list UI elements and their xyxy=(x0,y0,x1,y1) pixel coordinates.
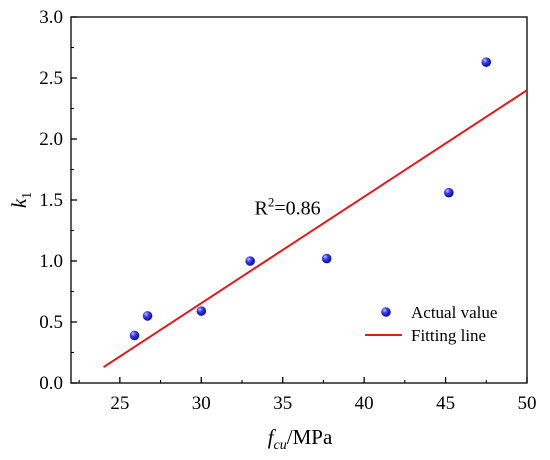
y-tick-label: 2.5 xyxy=(39,68,63,89)
x-tick-label: 35 xyxy=(273,393,292,414)
annotation-sup: 2 xyxy=(268,195,275,210)
fitting-line xyxy=(103,89,528,368)
data-point xyxy=(481,57,492,67)
y-axis-title-main: k xyxy=(7,198,31,208)
y-axis-title: k1 xyxy=(7,192,35,208)
data-point xyxy=(245,256,255,266)
legend: Actual value Fitting line xyxy=(365,303,497,345)
legend-marker-actual xyxy=(381,307,391,317)
y-tick-label: 2.0 xyxy=(39,129,63,150)
y-tick-label: 3.0 xyxy=(39,7,63,28)
x-axis-title-main: f xyxy=(268,425,277,449)
x-axis-ticks: 25 30 35 40 45 50 xyxy=(78,377,537,414)
data-point xyxy=(196,306,207,316)
series-layer xyxy=(103,57,528,368)
x-axis-title: fcu/MPa xyxy=(268,425,333,453)
x-tick-label: 40 xyxy=(355,393,374,414)
y-tick-label: 1.0 xyxy=(39,251,63,272)
legend-label-fitting: Fitting line xyxy=(411,326,486,345)
data-point xyxy=(444,187,454,198)
data-point xyxy=(129,330,140,341)
y-tick-label: 1.5 xyxy=(39,190,63,211)
x-tick-label: 45 xyxy=(436,393,455,414)
annotation-rest: =0.86 xyxy=(274,198,320,220)
annotation-base: R xyxy=(255,198,269,220)
annotation-r2: R2=0.86 xyxy=(255,195,321,220)
x-tick-label: 25 xyxy=(110,393,129,414)
y-axis-ticks: 0.0 0.5 1.0 1.5 2.0 2.5 3.0 xyxy=(39,7,77,394)
y-axis-title-sub: 1 xyxy=(20,192,35,199)
x-tick-label: 50 xyxy=(518,393,537,414)
data-point xyxy=(142,311,153,321)
y-tick-label: 0.5 xyxy=(39,312,63,333)
data-point xyxy=(321,253,332,264)
plot-area xyxy=(70,16,528,384)
legend-label-actual: Actual value xyxy=(411,303,497,322)
y-tick-label: 0.0 xyxy=(39,373,63,394)
x-tick-label: 30 xyxy=(192,393,211,414)
x-axis-title-sub: cu xyxy=(274,438,287,453)
x-axis-title-suffix: /MPa xyxy=(287,425,333,449)
